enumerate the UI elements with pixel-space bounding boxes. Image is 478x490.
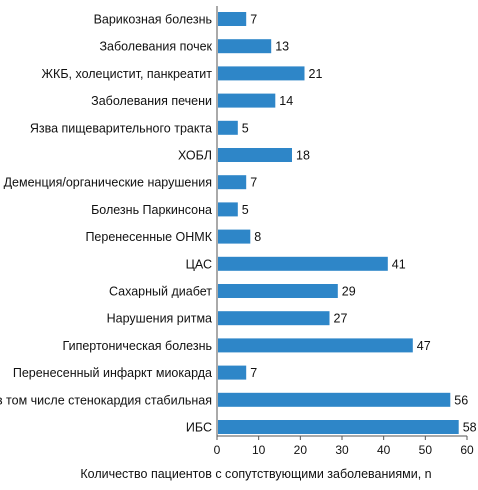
bar: [218, 420, 459, 434]
bar: [218, 392, 451, 407]
category-label: Нарушения ритма: [107, 312, 212, 326]
category-label: Варикозная болезнь: [94, 13, 212, 27]
x-tick-label: 30: [335, 443, 349, 457]
value-label: 5: [242, 203, 249, 217]
bar: [218, 311, 330, 326]
bar: [218, 12, 247, 26]
category-label: Заболевания печени: [91, 94, 212, 108]
value-label: 7: [250, 176, 257, 190]
x-tick-label: 40: [377, 443, 391, 457]
x-axis: 0 10 20 30 40 50 60: [214, 6, 474, 457]
value-label: 27: [334, 312, 348, 326]
category-label: ЦАС: [186, 257, 212, 271]
value-label: 13: [275, 40, 289, 54]
bar: [218, 365, 247, 380]
bar: [218, 202, 238, 217]
value-label: 29: [342, 285, 356, 299]
value-label: 56: [454, 393, 468, 407]
value-label: 7: [250, 366, 257, 380]
category-label: Гипертоническая болезнь: [63, 339, 212, 353]
value-label: 58: [463, 421, 477, 435]
category-label: Сахарный диабет: [109, 285, 212, 299]
value-label: 47: [417, 339, 431, 353]
x-tick-label: 10: [252, 443, 266, 457]
category-label: ИБС: [186, 421, 212, 435]
value-label: 18: [296, 149, 310, 163]
bar: [218, 120, 238, 135]
category-label: Язва пищеварительного тракта: [30, 121, 212, 135]
category-label: ХОБЛ: [178, 149, 212, 163]
x-axis-title: Количество пациентов с сопутствующими за…: [80, 467, 431, 481]
category-label: Болезнь Паркинсона: [91, 203, 212, 217]
category-label: Деменция/органические нарушения: [4, 176, 212, 190]
x-tick-label: 20: [294, 443, 308, 457]
bar: [218, 148, 292, 162]
bar: [218, 66, 305, 81]
bars-layer: [218, 12, 459, 434]
bar: [218, 39, 272, 54]
x-tick-label: 0: [214, 443, 221, 457]
bar: [218, 338, 413, 353]
bar: [218, 93, 276, 108]
category-label: в том числе стенокардия стабильная: [0, 393, 212, 407]
bar: [218, 175, 247, 190]
x-tick-label: 60: [460, 443, 474, 457]
bar: [218, 229, 251, 244]
bar: [218, 284, 338, 298]
value-label: 14: [279, 94, 293, 108]
category-labels-layer: Варикозная болезнь Заболевания почек ЖКБ, …: [0, 13, 213, 435]
value-label: 21: [309, 67, 323, 81]
category-label: Заболевания почек: [99, 40, 212, 54]
category-label: ЖКБ, холецистит, панкреатит: [42, 67, 213, 81]
value-label: 8: [254, 230, 261, 244]
category-label: Перенесенный инфаркт миокарда: [13, 366, 212, 380]
bar: [218, 256, 388, 271]
value-label: 5: [242, 121, 249, 135]
value-label: 7: [250, 13, 257, 27]
x-tick-label: 50: [419, 443, 433, 457]
category-label: Перенесенные ОНМК: [85, 230, 212, 244]
value-label: 41: [392, 257, 406, 271]
